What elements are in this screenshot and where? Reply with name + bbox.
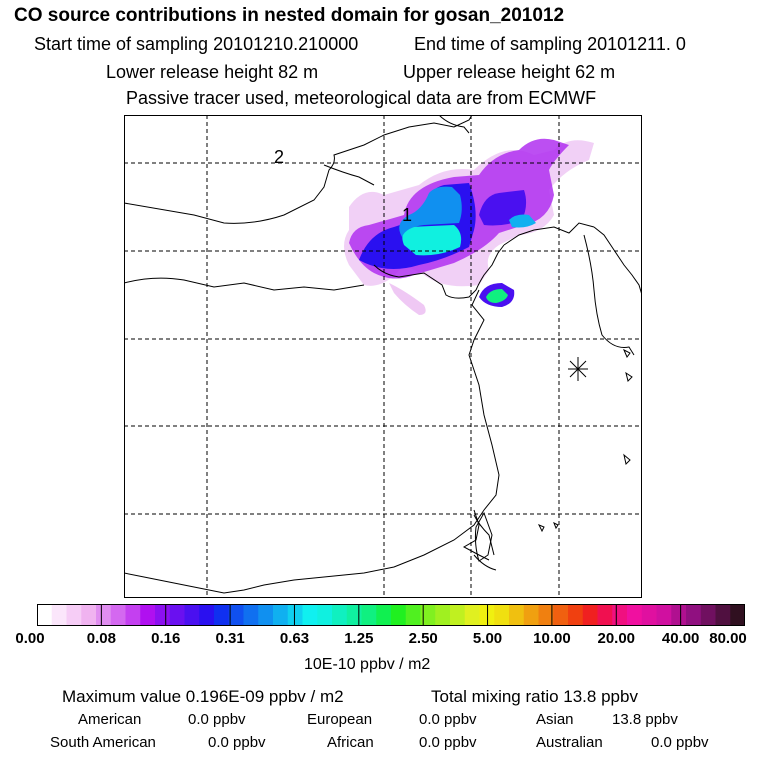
colorbar: [37, 604, 745, 626]
map-panel: 2 1: [124, 115, 642, 598]
colorbar-segment: [612, 604, 628, 626]
european-value: 0.0 ppbv: [419, 711, 477, 728]
colorbar-segment: [730, 604, 745, 626]
colorbar-segment: [317, 604, 333, 626]
upper-release-height: Upper release height 62 m: [403, 62, 616, 82]
colorbar-segment: [450, 604, 466, 626]
colorbar-segment: [582, 604, 598, 626]
colorbar-tick-label: 0.63: [279, 630, 310, 647]
colorbar-segment: [597, 604, 613, 626]
colorbar-tick-label: 0.31: [215, 630, 245, 647]
colorbar-segment: [66, 604, 82, 626]
tracer-info: Passive tracer used, meteorological data…: [126, 88, 597, 108]
american-label: American: [78, 711, 142, 728]
colorbar-segment: [287, 604, 303, 626]
max-value: Maximum value 0.196E-09 ppbv / m2: [62, 687, 344, 706]
asian-label: Asian: [536, 711, 574, 728]
colorbar-segment: [656, 604, 672, 626]
colorbar-segment: [81, 604, 97, 626]
concentration-plume: [344, 138, 594, 315]
african-value: 0.0 ppbv: [419, 734, 477, 751]
end-time: End time of sampling 20101211. 0: [414, 34, 686, 54]
south-american-label: South American: [50, 734, 156, 751]
colorbar-tick-label: 0.00: [15, 630, 45, 647]
colorbar-segment: [96, 604, 112, 626]
colorbar-tick-label: 0.16: [151, 630, 181, 647]
plot-title: CO source contributions in nested domain…: [14, 5, 565, 26]
colorbar-segment: [479, 604, 495, 626]
colorbar-segment: [125, 604, 141, 626]
lower-release-height: Lower release height 82 m: [106, 62, 319, 82]
american-value: 0.0 ppbv: [188, 711, 246, 728]
colorbar-segment: [110, 604, 126, 626]
colorbar-segment: [641, 604, 657, 626]
colorbar-segment: [37, 604, 53, 626]
colorbar-segment: [243, 604, 259, 626]
grid-lines: [124, 115, 642, 598]
colorbar-segment: [494, 604, 510, 626]
colorbar-segment: [273, 604, 289, 626]
colorbar-segment: [140, 604, 156, 626]
colorbar-segment: [553, 604, 569, 626]
colorbar-segment: [155, 604, 171, 626]
colorbar-segment: [568, 604, 584, 626]
colorbar-segment: [538, 604, 554, 626]
colorbar-segment: [509, 604, 525, 626]
total-mixing-ratio: Total mixing ratio 13.8 ppbv: [431, 687, 638, 706]
coastlines: [124, 115, 642, 594]
colorbar-segment: [671, 604, 687, 626]
colorbar-segment: [435, 604, 451, 626]
colorbar-segment: [169, 604, 185, 626]
domain-label-1: 1: [402, 205, 412, 225]
colorbar-tick-label: 2.50: [408, 630, 438, 647]
colorbar-segment: [346, 604, 362, 626]
colorbar-segment: [391, 604, 407, 626]
colorbar-segment: [715, 604, 731, 626]
colorbar-units: 10E-10 ppbv / m2: [304, 656, 431, 673]
colorbar-segment: [258, 604, 274, 626]
european-label: European: [307, 711, 373, 728]
australian-value: 0.0 ppbv: [651, 734, 709, 751]
colorbar-tick-label: 40.00: [661, 630, 700, 647]
colorbar-tick-label: 1.25: [344, 630, 374, 647]
map-frame: [124, 115, 642, 598]
colorbar-segment: [686, 604, 702, 626]
asian-value: 13.8 ppbv: [612, 711, 678, 728]
colorbar-segment: [464, 604, 480, 626]
colorbar-segment: [361, 604, 377, 626]
colorbar-segment: [420, 604, 436, 626]
start-time: Start time of sampling 20101210.210000: [34, 34, 359, 54]
colorbar-segment: [332, 604, 348, 626]
south-american-value: 0.0 ppbv: [208, 734, 266, 751]
domain-label-2: 2: [274, 147, 284, 167]
colorbar-segment: [376, 604, 392, 626]
colorbar-segment: [214, 604, 230, 626]
colorbar-segment: [523, 604, 539, 626]
australian-label: Australian: [536, 734, 603, 751]
colorbar-tick-label: 0.08: [86, 630, 116, 647]
colorbar-tick-label: 5.00: [472, 630, 503, 647]
colorbar-segment: [51, 604, 67, 626]
site-marker-icon: [568, 357, 588, 381]
colorbar-segment: [700, 604, 716, 626]
african-label: African: [327, 734, 374, 751]
colorbar-segment: [228, 604, 244, 626]
colorbar-segment: [184, 604, 200, 626]
colorbar-tick-label: 20.00: [597, 630, 636, 647]
colorbar-segment: [627, 604, 643, 626]
colorbar-segment: [199, 604, 215, 626]
colorbar-frame: [37, 604, 745, 626]
colorbar-tick-label: 10.00: [533, 630, 571, 647]
colorbar-segment: [302, 604, 318, 626]
colorbar-tick-label: 80.00: [709, 630, 747, 647]
colorbar-segment: [405, 604, 421, 626]
